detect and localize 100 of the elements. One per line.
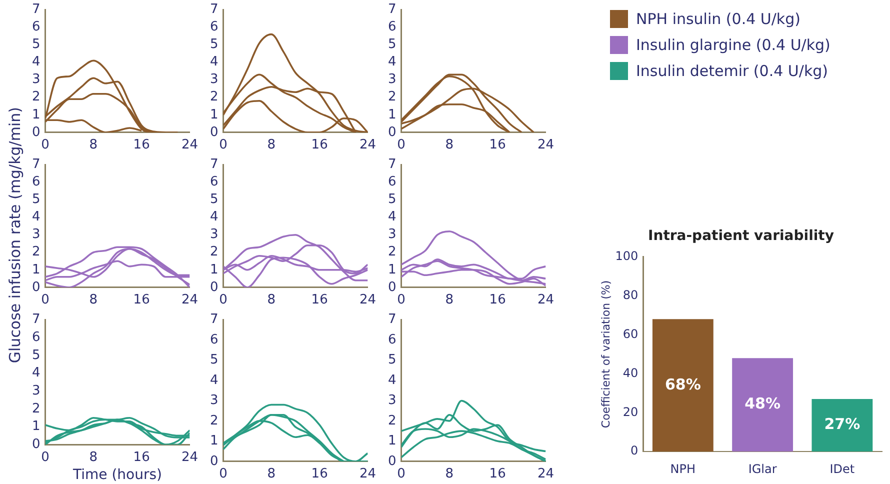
y-tick-label: 3 — [32, 383, 40, 398]
x-tick-label: 24 — [537, 466, 554, 482]
y-tick-label: 4 — [32, 210, 40, 225]
x-tick-label: 24 — [181, 450, 198, 465]
y-tick-label: 1 — [32, 262, 40, 278]
x-tick-label: 16 — [311, 466, 328, 482]
legend-label: Insulin glargine (0.4 U/kg) — [636, 36, 830, 54]
x-tick-label: 16 — [489, 138, 506, 153]
y-tick-label: 6 — [388, 332, 396, 348]
x-tick-label: 24 — [359, 466, 376, 482]
y-tick-label: 6 — [388, 20, 396, 35]
y-tick-label: 3 — [388, 393, 396, 408]
data-label: 48% — [744, 394, 781, 413]
y-tick-label: 4 — [210, 210, 218, 225]
data-label: 27% — [824, 415, 860, 434]
x-tick-label: 24 — [537, 138, 554, 153]
x-tick-label: 8 — [267, 466, 276, 482]
x-tick-label: 16 — [133, 450, 150, 465]
y-tick-label: 3 — [388, 72, 396, 88]
y-tick-label: 5 — [388, 37, 396, 52]
y-tick-label: 7 — [388, 312, 396, 328]
y-tick-label: 5 — [388, 352, 396, 368]
y-tick-label: 0 — [32, 280, 40, 295]
y-tick-label: 5 — [388, 192, 396, 208]
x-tick-label: 8 — [89, 450, 98, 465]
x-tick-label: 16 — [311, 138, 328, 153]
y-tick-label: 2 — [32, 401, 40, 416]
x-axis-title: Time (hours) — [72, 467, 162, 484]
y-tick-label: 7 — [388, 157, 396, 172]
y-tick-label: 1 — [32, 419, 40, 434]
y-tick-label: 1 — [32, 107, 40, 122]
y-tick-label: 5 — [32, 192, 40, 208]
x-tick-label: 24 — [537, 292, 554, 308]
y-tick-label: 3 — [210, 393, 218, 408]
x-tick-label: 8 — [267, 138, 276, 153]
y-tick-label: 5 — [210, 192, 218, 208]
y-tick-label: 0 — [388, 280, 396, 295]
y-tick-label: 1 — [388, 262, 396, 278]
y-tick-label: 80 — [622, 288, 638, 302]
x-tick-label: IDet — [830, 462, 855, 476]
y-tick-label: 4 — [210, 54, 218, 70]
y-tick-label: 0 — [388, 124, 396, 140]
y-tick-label: 2 — [388, 413, 396, 428]
y-tick-label: 7 — [32, 2, 40, 18]
y-tick-label: 5 — [32, 37, 40, 52]
y-tick-label: 40 — [622, 366, 638, 380]
y-tick-label: 0 — [32, 436, 40, 452]
y-tick-label: 3 — [32, 72, 40, 88]
x-tick-label: 16 — [489, 466, 506, 482]
x-tick-label: 8 — [89, 292, 98, 308]
y-tick-label: 0 — [210, 280, 218, 295]
y-tick-label: 7 — [210, 2, 218, 18]
y-tick-label: 1 — [388, 107, 396, 122]
y-tick-label: 3 — [210, 72, 218, 88]
y-tick-label: 6 — [210, 332, 218, 348]
x-tick-label: 16 — [311, 292, 328, 308]
x-tick-label: 16 — [133, 138, 150, 153]
y-tick-label: 5 — [32, 348, 40, 363]
y-tick-label: 3 — [388, 227, 396, 242]
y-tick-label: 4 — [388, 372, 396, 388]
y-tick-label: 5 — [210, 352, 218, 368]
chart-title: Intra-patient variability — [648, 228, 834, 244]
x-tick-label: 24 — [181, 138, 198, 153]
y-tick-label: 2 — [388, 244, 396, 260]
y-tick-label: 60 — [622, 326, 638, 341]
y-tick-label: 6 — [32, 330, 40, 346]
y-tick-label: 4 — [388, 54, 396, 70]
y-tick-label: 6 — [210, 174, 218, 190]
y-tick-label: 6 — [32, 174, 40, 190]
y-axis-title: Coefficient of variation (%) — [599, 280, 612, 428]
legend-label: Insulin detemir (0.4 U/kg) — [636, 62, 828, 80]
y-tick-label: 7 — [32, 157, 40, 172]
y-tick-label: 4 — [32, 366, 40, 381]
x-tick-label: 16 — [133, 292, 150, 308]
x-tick-label: NPH — [670, 462, 696, 476]
y-tick-label: 6 — [388, 174, 396, 190]
y-tick-label: 6 — [210, 20, 218, 35]
y-tick-label: 100 — [615, 248, 638, 263]
y-axis-title: Glucose infusion rate (mg/kg/min) — [6, 106, 24, 364]
y-tick-label: 3 — [210, 227, 218, 242]
y-tick-label: 1 — [388, 434, 396, 449]
x-tick-label: 8 — [267, 292, 276, 308]
y-tick-label: 2 — [210, 244, 218, 260]
y-tick-label: 4 — [32, 54, 40, 70]
y-tick-label: 1 — [210, 262, 218, 278]
y-tick-label: 7 — [210, 312, 218, 328]
y-tick-label: 2 — [210, 413, 218, 428]
y-tick-label: 4 — [388, 210, 396, 225]
x-tick-label: 8 — [89, 138, 98, 153]
y-tick-label: 2 — [32, 244, 40, 260]
y-tick-label: 1 — [210, 107, 218, 122]
y-tick-label: 20 — [622, 404, 638, 419]
x-tick-label: 16 — [489, 292, 506, 308]
y-tick-label: 7 — [32, 312, 40, 328]
y-tick-label: 7 — [388, 2, 396, 18]
y-tick-label: 2 — [210, 90, 218, 105]
x-tick-label: 24 — [181, 292, 198, 308]
x-tick-label: 8 — [445, 138, 454, 153]
y-tick-label: 2 — [388, 90, 396, 105]
y-tick-label: 0 — [32, 124, 40, 140]
